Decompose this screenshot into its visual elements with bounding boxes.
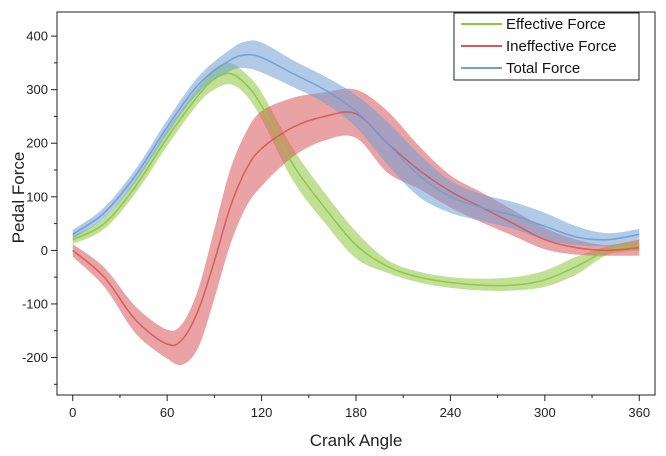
ineffective-force-line	[72, 111, 640, 347]
y-tick-label: 100	[26, 189, 48, 204]
y-axis-title: Pedal Force	[9, 152, 28, 244]
x-axis-title: Crank Angle	[310, 431, 403, 450]
y-tick-label: 0	[41, 243, 48, 258]
mean-lines	[72, 53, 640, 347]
total-force-line	[72, 53, 640, 241]
x-tick-label: 0	[69, 405, 76, 420]
x-axis-ticks: 0 60 120 180 240 300 360	[69, 395, 650, 420]
y-tick-label: -200	[22, 350, 48, 365]
y-tick-label: 400	[26, 29, 48, 44]
x-tick-label: 240	[440, 405, 462, 420]
total-force-legend-label: Total Force	[506, 60, 580, 77]
x-tick-label: 300	[534, 405, 556, 420]
x-tick-label: 360	[628, 405, 650, 420]
y-tick-label: 200	[26, 136, 48, 151]
y-axis-ticks: -200 -100 0 100 200 300 400	[22, 29, 57, 385]
legend: Effective Force Ineffective Force Total Fo…	[453, 12, 640, 81]
ineffective-force-band	[72, 88, 640, 366]
x-tick-label: 180	[345, 405, 367, 420]
ineffective-force-legend-label: Ineffective Force	[506, 38, 617, 55]
confidence-bands	[72, 40, 640, 366]
y-tick-label: -100	[22, 296, 48, 311]
effective-force-legend-label: Effective Force	[506, 16, 606, 33]
effective-force-line	[72, 72, 640, 287]
x-tick-label: 120	[251, 405, 273, 420]
y-tick-label: 300	[26, 82, 48, 97]
x-tick-label: 60	[160, 405, 174, 420]
